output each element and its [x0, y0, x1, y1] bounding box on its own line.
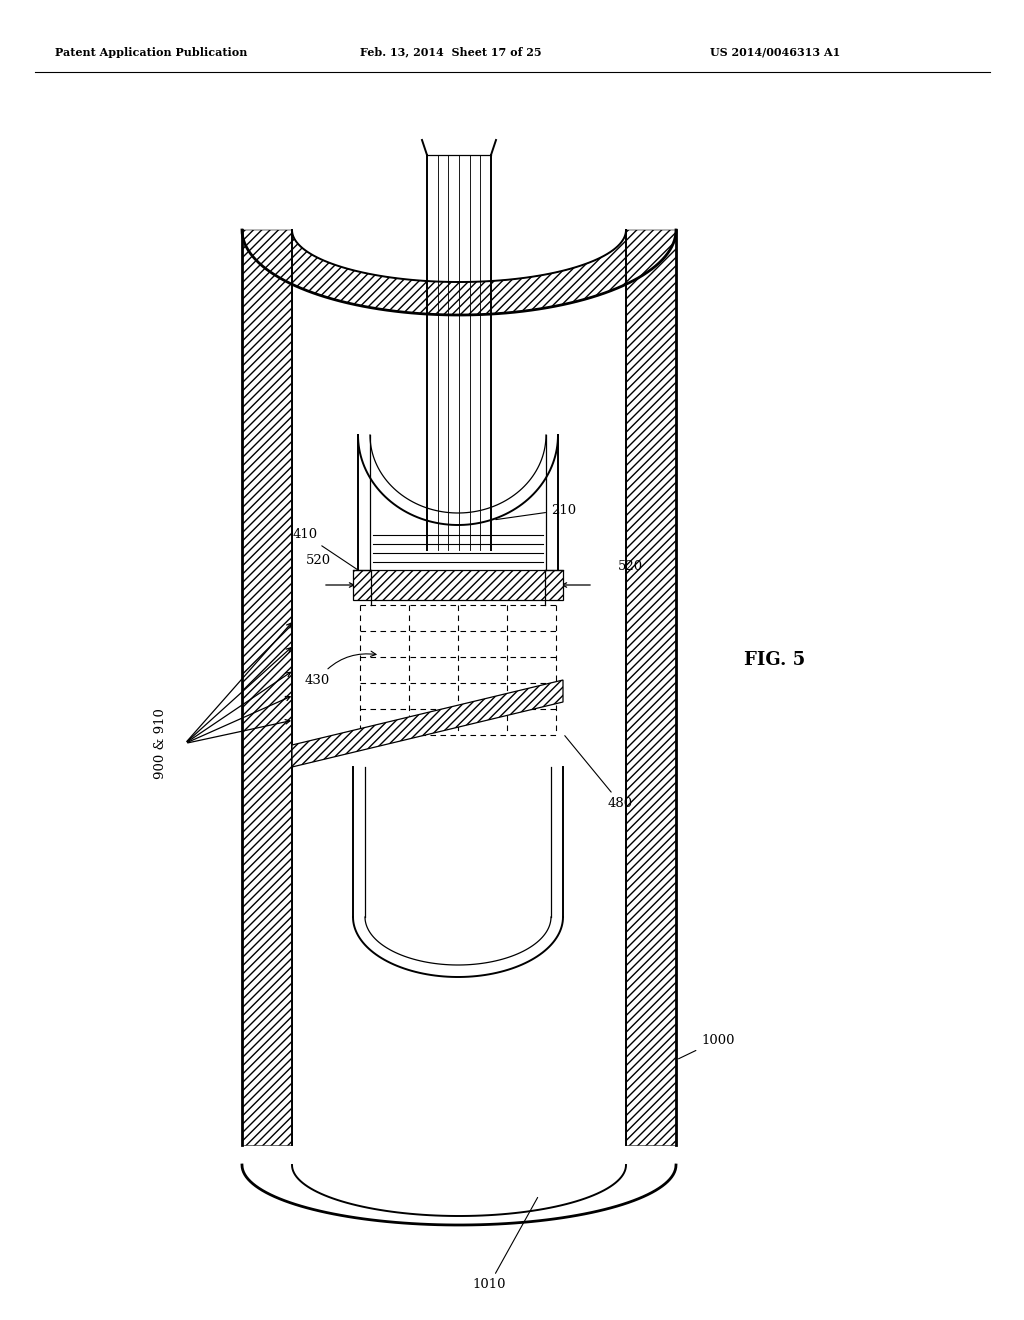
Text: 1000: 1000: [679, 1034, 734, 1059]
Text: 520: 520: [618, 561, 643, 573]
Text: 210: 210: [496, 503, 577, 520]
Polygon shape: [626, 230, 676, 1144]
Text: 1010: 1010: [472, 1197, 538, 1291]
Polygon shape: [242, 230, 292, 1144]
Polygon shape: [292, 680, 563, 767]
Polygon shape: [242, 230, 676, 315]
Text: 900 & 910: 900 & 910: [154, 708, 167, 779]
Text: Feb. 13, 2014  Sheet 17 of 25: Feb. 13, 2014 Sheet 17 of 25: [360, 46, 542, 58]
Text: FIG. 5: FIG. 5: [744, 651, 806, 669]
Text: Patent Application Publication: Patent Application Publication: [55, 46, 248, 58]
Text: 480: 480: [565, 735, 633, 810]
Text: US 2014/0046313 A1: US 2014/0046313 A1: [710, 46, 841, 58]
Text: 430: 430: [305, 651, 376, 686]
Polygon shape: [353, 570, 563, 601]
Text: 410: 410: [293, 528, 371, 578]
Text: 520: 520: [305, 553, 331, 566]
